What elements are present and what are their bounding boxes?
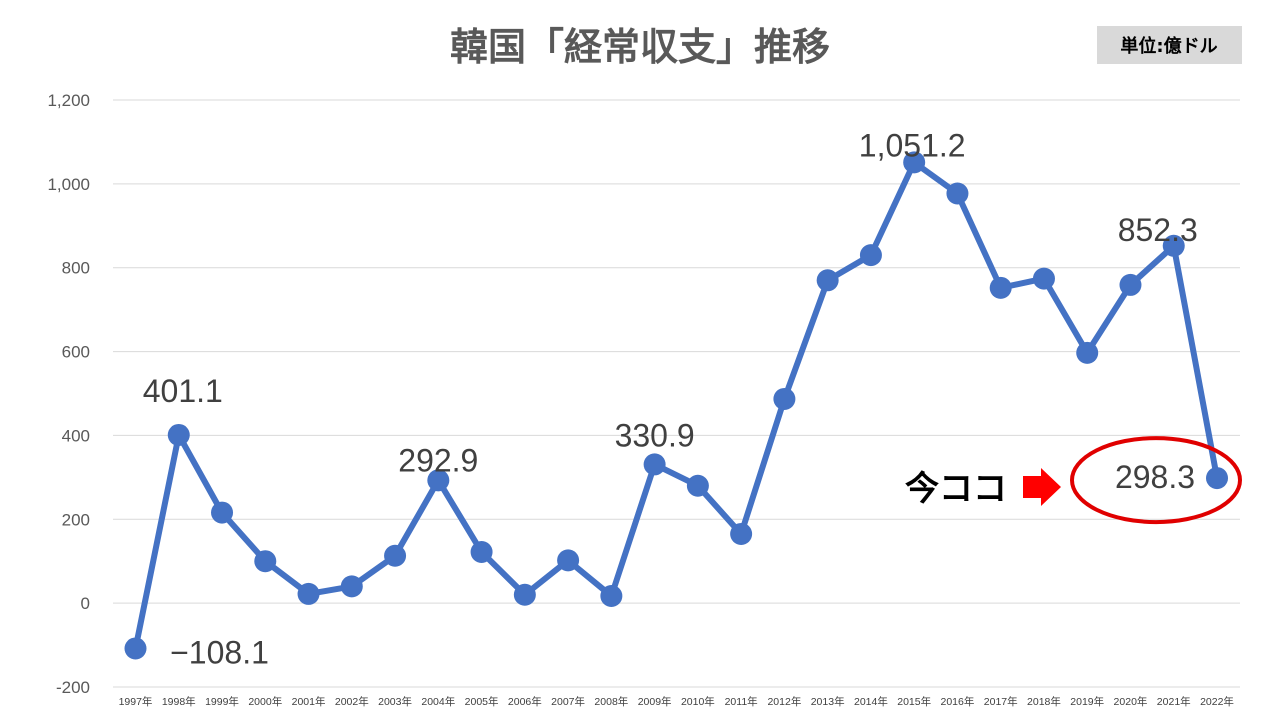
y-tick-label: 600 bbox=[62, 343, 90, 362]
y-tick-label: 800 bbox=[62, 259, 90, 278]
data-point bbox=[600, 585, 623, 608]
x-tick-label: 2003年 bbox=[378, 695, 412, 708]
data-label: 401.1 bbox=[143, 373, 223, 409]
x-tick-label: 2020年 bbox=[1114, 695, 1148, 708]
x-tick-label: 2016年 bbox=[941, 695, 975, 708]
y-tick-label: 200 bbox=[62, 510, 90, 529]
x-tick-label: 2012年 bbox=[767, 695, 801, 708]
highlight-circle bbox=[1070, 436, 1242, 525]
points-layer bbox=[124, 151, 1228, 660]
data-point bbox=[1119, 273, 1142, 296]
data-point bbox=[254, 550, 277, 573]
data-point bbox=[989, 276, 1012, 299]
grid-layer bbox=[113, 99, 1240, 688]
unit-label: 単位:億ドル bbox=[1120, 35, 1217, 57]
x-tick-label: 2013年 bbox=[811, 695, 845, 708]
x-tick-label: 2002年 bbox=[335, 695, 369, 708]
x-tick-label: 2015年 bbox=[897, 695, 931, 708]
x-tick-label: 2005年 bbox=[465, 695, 499, 708]
data-label: −108.1 bbox=[170, 634, 269, 670]
data-point bbox=[211, 501, 234, 524]
data-point bbox=[297, 582, 320, 605]
x-tick-label: 2004年 bbox=[421, 695, 455, 708]
x-tick-label: 2022年 bbox=[1200, 695, 1234, 708]
data-point bbox=[643, 453, 666, 476]
data-point bbox=[384, 544, 407, 567]
x-tick-label: 2021年 bbox=[1157, 695, 1191, 708]
y-tick-label: 400 bbox=[62, 426, 90, 445]
data-point bbox=[513, 583, 536, 606]
data-point bbox=[730, 522, 753, 545]
y-tick-label: 1,000 bbox=[47, 175, 90, 194]
data-point bbox=[903, 151, 926, 174]
x-tick-label: 2001年 bbox=[292, 695, 326, 708]
data-labels-layer: −108.1 401.1 292.9 330.9 1,051.2 852.3 298.3 bbox=[143, 127, 1198, 670]
data-point bbox=[167, 423, 190, 446]
x-tick-label: 2000年 bbox=[248, 695, 282, 708]
x-tick-label: 2019年 bbox=[1070, 695, 1104, 708]
data-point bbox=[816, 269, 839, 292]
x-tick-label: 2018年 bbox=[1027, 695, 1061, 708]
data-point bbox=[470, 540, 493, 563]
unit-label-box bbox=[1097, 26, 1242, 64]
data-label: 298.3 bbox=[1115, 459, 1195, 495]
data-point bbox=[124, 637, 147, 660]
series-line bbox=[132, 159, 1220, 650]
x-axis: 1997年 1998年 1999年 2000年 2001年 2002年 2003年 2004年… bbox=[119, 695, 1234, 708]
chart-title: 韓国「経常収支」推移 bbox=[450, 25, 830, 69]
arrow-right-icon bbox=[1023, 468, 1061, 506]
x-tick-label: 2017年 bbox=[984, 695, 1018, 708]
data-point bbox=[859, 244, 882, 267]
x-tick-label: 2009年 bbox=[638, 695, 672, 708]
data-point bbox=[340, 575, 363, 598]
y-tick-label: -200 bbox=[56, 678, 90, 697]
data-point bbox=[686, 474, 709, 497]
y-tick-label: 1,200 bbox=[47, 91, 90, 110]
data-label: 292.9 bbox=[398, 442, 478, 478]
data-point bbox=[1162, 234, 1185, 257]
data-point bbox=[946, 182, 969, 205]
x-tick-label: 2008年 bbox=[594, 695, 628, 708]
data-point bbox=[427, 469, 450, 492]
series-layer bbox=[132, 159, 1220, 650]
data-point bbox=[1032, 267, 1055, 290]
data-label: 330.9 bbox=[615, 417, 695, 453]
data-point bbox=[773, 387, 796, 410]
x-tick-label: 2011年 bbox=[725, 695, 758, 708]
data-point bbox=[1076, 341, 1099, 364]
data-point bbox=[557, 549, 580, 572]
y-axis: 1,200 1,000 800 600 400 200 0 -200 bbox=[47, 91, 90, 697]
y-tick-label: 0 bbox=[81, 594, 90, 613]
data-point bbox=[1206, 467, 1228, 490]
x-tick-label: 2010年 bbox=[681, 695, 715, 708]
x-tick-label: 1999年 bbox=[205, 695, 239, 708]
annotation-layer: 今ココ bbox=[905, 436, 1242, 525]
annotation-text: 今ココ bbox=[905, 469, 1007, 509]
x-tick-label: 2006年 bbox=[508, 695, 542, 708]
x-tick-label: 1997年 bbox=[119, 695, 153, 708]
x-tick-label: 2007年 bbox=[551, 695, 585, 708]
data-label: 852.3 bbox=[1118, 212, 1198, 248]
x-tick-label: 2014年 bbox=[854, 695, 888, 708]
x-tick-label: 1998年 bbox=[162, 695, 196, 708]
data-label: 1,051.2 bbox=[859, 127, 966, 163]
